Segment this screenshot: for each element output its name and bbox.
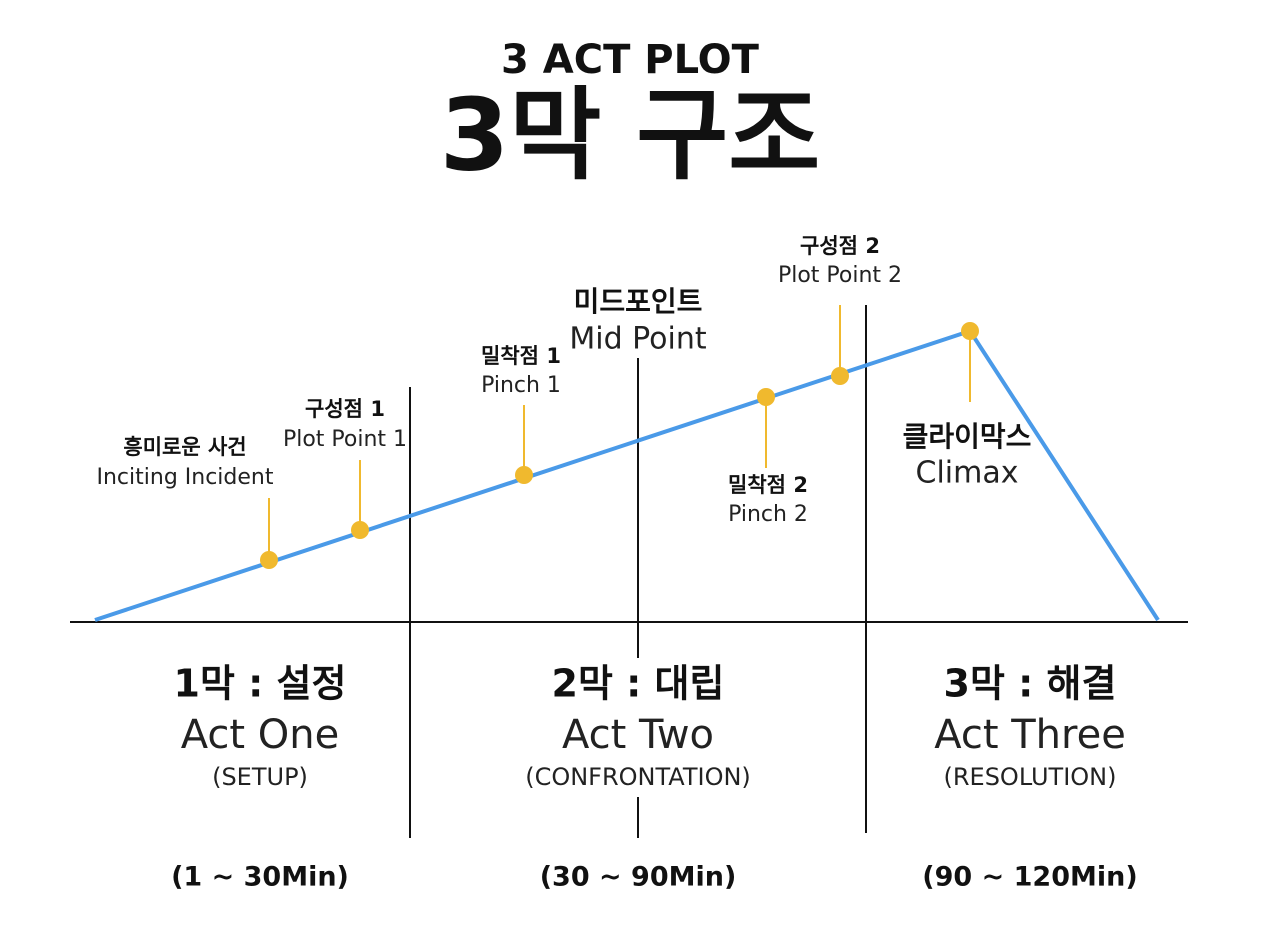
point-label-ko: 미드포인트 bbox=[574, 285, 703, 318]
point-label-en: Mid Point bbox=[569, 322, 707, 357]
point-label-ko: 구성점 1 bbox=[305, 397, 385, 421]
plot-dot bbox=[351, 521, 369, 539]
header-subtitle: 3 ACT PLOT bbox=[501, 37, 760, 83]
act-duration: (90 ~ 120Min) bbox=[922, 862, 1137, 893]
act-subtitle: (RESOLUTION) bbox=[943, 763, 1116, 791]
plot-dot bbox=[515, 466, 533, 484]
point-label-en: Plot Point 1 bbox=[283, 427, 407, 452]
act-subtitle: (CONFRONTATION) bbox=[525, 763, 751, 791]
plot-dot bbox=[757, 388, 775, 406]
act-title: 3막 : 해결 bbox=[944, 662, 1117, 706]
act-name: Act One bbox=[181, 712, 340, 758]
plot-dot bbox=[961, 322, 979, 340]
act-subtitle: (SETUP) bbox=[212, 763, 308, 791]
plot-dot bbox=[260, 551, 278, 569]
act-title: 2막 : 대립 bbox=[552, 662, 725, 706]
plot-dot bbox=[831, 367, 849, 385]
point-label-ko: 밀착점 1 bbox=[481, 344, 561, 368]
point-label-en: Pinch 1 bbox=[481, 373, 561, 398]
act-duration: (1 ~ 30Min) bbox=[171, 862, 349, 893]
point-label-ko: 밀착점 2 bbox=[728, 473, 808, 497]
point-label-ko: 구성점 2 bbox=[800, 234, 880, 258]
act-name: Act Three bbox=[934, 712, 1126, 758]
act-name: Act Two bbox=[562, 712, 714, 758]
point-label-ko: 클라이막스 bbox=[903, 420, 1032, 453]
act-duration: (30 ~ 90Min) bbox=[540, 862, 737, 893]
act-title: 1막 : 설정 bbox=[174, 662, 347, 706]
point-label-en: Pinch 2 bbox=[728, 502, 808, 527]
header-title: 3막 구조 bbox=[440, 76, 820, 193]
point-label-ko: 흥미로운 사건 bbox=[123, 435, 246, 459]
point-label-en: Inciting Incident bbox=[97, 465, 274, 490]
point-label-en: Plot Point 2 bbox=[778, 263, 902, 288]
point-label-en: Climax bbox=[916, 456, 1019, 491]
